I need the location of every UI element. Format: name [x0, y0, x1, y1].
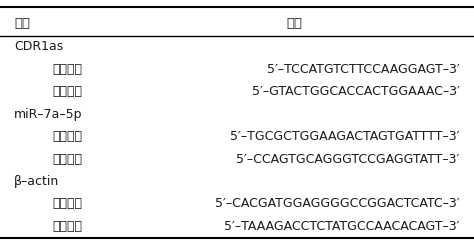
Text: 名称: 名称	[14, 17, 30, 30]
Text: 反向引物: 反向引物	[52, 220, 82, 233]
Text: 5′–TGCGCTGGAAGACTAGTGATTTT–3′: 5′–TGCGCTGGAAGACTAGTGATTTT–3′	[230, 130, 460, 143]
Text: 正向引物: 正向引物	[52, 197, 82, 210]
Text: CDR1as: CDR1as	[14, 40, 64, 53]
Text: 5′–TCCATGTCTTCCAAGGAGT–3′: 5′–TCCATGTCTTCCAAGGAGT–3′	[267, 63, 460, 76]
Text: miR–7a–5p: miR–7a–5p	[14, 108, 83, 121]
Text: 正向引物: 正向引物	[52, 130, 82, 143]
Text: β–actin: β–actin	[14, 175, 59, 188]
Text: 反向引物: 反向引物	[52, 153, 82, 166]
Text: 5′–CACGATGGAGGGGCCGGACTCATC–3′: 5′–CACGATGGAGGGGCCGGACTCATC–3′	[215, 197, 460, 210]
Text: 序列: 序列	[286, 17, 302, 30]
Text: 5′–TAAAGACCTCTATGCCAACACAGT–3′: 5′–TAAAGACCTCTATGCCAACACAGT–3′	[224, 220, 460, 233]
Text: 正向引物: 正向引物	[52, 63, 82, 76]
Text: 反向引物: 反向引物	[52, 85, 82, 98]
Text: 5′–GTACTGGCACCACTGGAAAC–3′: 5′–GTACTGGCACCACTGGAAAC–3′	[252, 85, 460, 98]
Text: 5′–CCAGTGCAGGGTCCGAGGTATT–3′: 5′–CCAGTGCAGGGTCCGAGGTATT–3′	[237, 153, 460, 166]
